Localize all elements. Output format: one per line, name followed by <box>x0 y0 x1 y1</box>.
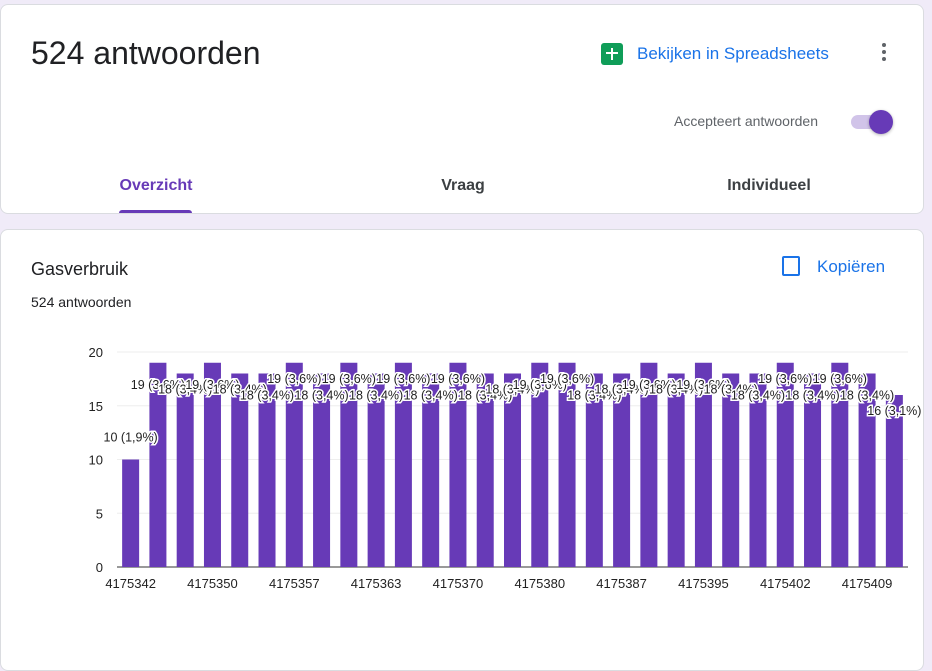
bar <box>367 373 385 567</box>
responses-title: 524 antwoorden <box>31 35 261 71</box>
bar <box>558 362 576 567</box>
bar <box>476 373 494 567</box>
accept-toggle[interactable] <box>851 110 893 134</box>
bar <box>285 362 303 567</box>
value-label: 18 (3,4%) <box>404 389 458 403</box>
bar <box>422 373 440 567</box>
response-count: 524 antwoorden <box>31 294 132 310</box>
spreadsheet-button[interactable]: Bekijken in Spreadsheets <box>637 44 829 63</box>
question-title: Gasverbruik <box>31 259 129 279</box>
bar <box>231 373 249 567</box>
value-label: 19 (3,6%) <box>513 378 567 392</box>
copy-icon[interactable] <box>782 256 800 276</box>
bar <box>122 459 140 567</box>
x-tick-label: 4175409 <box>842 576 893 591</box>
x-tick-label: 4175387 <box>596 576 647 591</box>
value-label: 10 (1,9%) <box>104 431 158 445</box>
value-label: 19 (3,6%) <box>267 372 321 386</box>
x-tick-label: 4175402 <box>760 576 811 591</box>
value-label: 18 (3,4%) <box>158 383 212 397</box>
bar <box>585 373 603 567</box>
x-tick-label: 4175380 <box>514 576 565 591</box>
bar <box>531 362 549 567</box>
value-label: 19 (3,6%) <box>676 378 730 392</box>
value-label: 18 (3,4%) <box>840 389 894 403</box>
page: 524 antwoorden Bekijken in Spreadsheets … <box>0 4 924 671</box>
x-tick-label: 4175357 <box>269 576 320 591</box>
value-label: 18 (3,4%) <box>785 389 839 403</box>
bar <box>776 362 794 567</box>
value-label: 18 (3,4%) <box>240 389 294 403</box>
x-tick-label: 4175395 <box>678 576 729 591</box>
more-menu[interactable] <box>882 43 888 61</box>
bar <box>831 362 849 567</box>
y-tick-label: 20 <box>89 345 103 360</box>
bar <box>203 362 221 567</box>
value-label: 18 (3,4%) <box>595 383 649 397</box>
x-tick-label: 4175342 <box>105 576 156 591</box>
value-label: 19 (3,6%) <box>376 372 430 386</box>
bar <box>722 373 740 567</box>
bar <box>176 373 194 567</box>
x-tick-label: 4175370 <box>433 576 484 591</box>
value-label: 18 (3,4%) <box>349 389 403 403</box>
value-label: 18 (3,4%) <box>485 383 539 397</box>
bar <box>694 362 712 567</box>
value-label: 19 (3,6%) <box>131 378 185 392</box>
copy-button[interactable]: Kopiëren <box>817 257 886 276</box>
bar <box>640 362 658 567</box>
y-tick-label: 5 <box>96 506 103 521</box>
value-label: 19 (3,6%) <box>322 372 376 386</box>
tab[interactable]: Overzicht <box>119 177 193 194</box>
value-label: 19 (3,6%) <box>540 372 594 386</box>
y-tick-label: 10 <box>89 453 103 468</box>
bar <box>394 362 412 567</box>
sheets-icon[interactable] <box>601 43 623 65</box>
bar <box>258 373 276 567</box>
bar <box>749 373 767 567</box>
value-label: 16 (3,1%) <box>867 404 921 418</box>
chart: 0 5 10 15 20 4175342 4175350 4175357 4175363 4175… <box>89 345 923 591</box>
value-label: 18 (3,4%) <box>649 383 703 397</box>
value-label: 18 (3,4%) <box>704 383 758 397</box>
value-label: 19 (3,6%) <box>185 378 239 392</box>
bar <box>885 395 903 567</box>
bar <box>613 373 631 567</box>
bar <box>504 373 521 567</box>
value-label: 18 (3,4%) <box>213 383 267 397</box>
tab-indicator <box>119 210 192 213</box>
bar <box>149 362 167 567</box>
tab[interactable]: Individueel <box>727 177 811 194</box>
bar <box>313 373 331 567</box>
value-label: 19 (3,6%) <box>431 372 485 386</box>
bar <box>667 373 685 567</box>
y-tick-label: 15 <box>89 399 103 414</box>
value-label: 18 (3,4%) <box>567 389 621 403</box>
value-label: 18 (3,4%) <box>294 389 348 403</box>
value-label: 19 (3,6%) <box>758 372 812 386</box>
value-label: 18 (3,4%) <box>458 389 512 403</box>
x-tick-label: 4175350 <box>187 576 238 591</box>
bar <box>804 373 822 567</box>
bar <box>858 373 876 567</box>
summary-card: 524 antwoorden Bekijken in Spreadsheets … <box>0 4 924 214</box>
bar <box>340 362 358 567</box>
bar <box>449 362 467 567</box>
value-label: 19 (3,6%) <box>813 372 867 386</box>
x-tick-label: 4175363 <box>351 576 402 591</box>
value-label: 18 (3,4%) <box>731 389 785 403</box>
tab[interactable]: Vraag <box>441 177 485 194</box>
value-label: 19 (3,6%) <box>622 378 676 392</box>
accepting-label: Accepteert antwoorden <box>674 113 818 129</box>
y-tick-label: 0 <box>96 560 103 575</box>
